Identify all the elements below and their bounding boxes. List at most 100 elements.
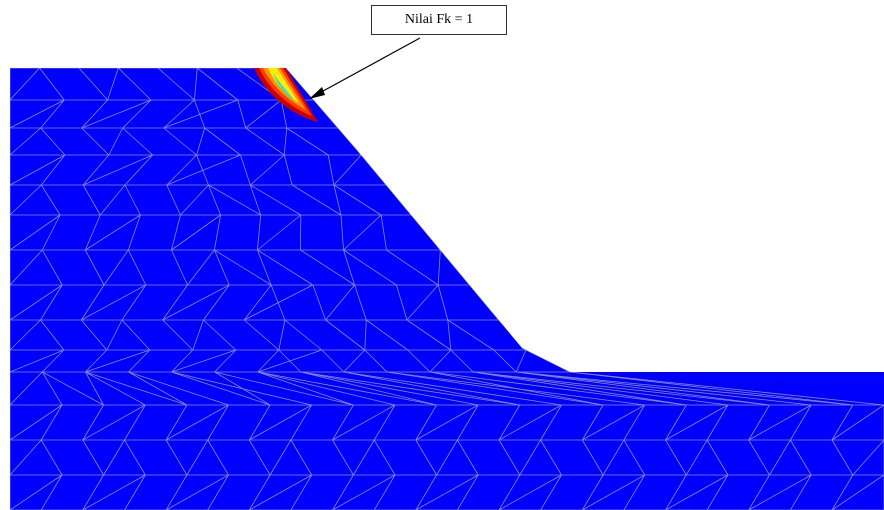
mesh-edge	[493, 349, 517, 373]
mesh-edge	[333, 184, 382, 216]
mesh-edge	[248, 439, 271, 476]
mesh-edge	[208, 184, 261, 216]
mesh-edge	[406, 284, 439, 321]
mesh-edge	[473, 371, 728, 406]
mesh-edge	[85, 371, 188, 406]
mesh-edge	[243, 284, 272, 321]
mesh-edge	[10, 404, 63, 441]
mesh-edge	[473, 371, 687, 406]
mesh-edge	[124, 404, 146, 441]
mesh-edge	[40, 439, 63, 476]
mesh-edge	[203, 284, 230, 321]
mesh-edge	[162, 284, 230, 321]
mesh-edge	[498, 439, 521, 476]
mesh-edge	[278, 319, 286, 351]
mesh-edge	[194, 99, 206, 129]
mesh-edge	[214, 249, 272, 286]
mesh-edge	[278, 349, 302, 373]
mesh-edge	[285, 68, 315, 101]
mesh-edge	[831, 474, 884, 510]
mesh-edge	[203, 319, 237, 351]
mesh-edge	[85, 349, 108, 373]
mesh-edge	[171, 214, 181, 251]
mesh-edge	[270, 284, 286, 321]
mesh-edge	[257, 249, 272, 286]
mesh-edge	[40, 404, 63, 441]
mesh-edge	[40, 127, 66, 156]
mesh-edge	[831, 404, 854, 441]
mesh-edge	[40, 154, 66, 186]
mesh-edge	[250, 154, 285, 186]
mesh-edge	[10, 154, 66, 186]
mesh-edge	[257, 371, 396, 406]
mesh-edge	[407, 349, 431, 373]
mesh-edge	[121, 319, 151, 351]
mesh-edge	[157, 68, 195, 101]
failure-zone	[254, 68, 318, 122]
mesh-edge	[257, 249, 314, 286]
mesh-edge	[665, 404, 687, 441]
mesh-edge	[10, 349, 64, 373]
mesh-edge	[10, 371, 43, 406]
mesh-edge	[284, 319, 323, 351]
mesh-edge	[581, 474, 604, 510]
mesh-edge	[325, 319, 366, 351]
mesh-edge	[436, 439, 458, 476]
mesh-edge	[516, 371, 770, 406]
mesh-edge	[325, 284, 355, 321]
mesh-edge	[373, 439, 396, 476]
mesh-edge	[214, 249, 230, 286]
mesh-edge	[249, 184, 262, 216]
mesh-edge	[581, 404, 604, 441]
mesh-edge	[706, 404, 729, 441]
mesh-edge	[581, 439, 604, 476]
mesh-edge	[165, 404, 188, 441]
mesh-edge	[386, 249, 439, 286]
mesh-edge	[343, 249, 355, 286]
mesh-edge	[171, 349, 194, 373]
mesh-edge	[257, 214, 302, 251]
mesh-edge	[40, 474, 63, 510]
mesh-edge	[128, 349, 151, 373]
mesh-edge	[197, 68, 239, 101]
mesh-edge	[85, 349, 150, 373]
mesh-edge	[107, 68, 119, 101]
mesh-edge	[187, 249, 215, 286]
mesh-edge	[10, 249, 43, 286]
mesh-edge	[124, 474, 146, 510]
mesh-edge	[343, 214, 382, 251]
mesh-edge	[196, 127, 206, 156]
mesh-edge	[82, 439, 104, 476]
mesh-edge	[769, 439, 791, 476]
mesh-edge	[40, 99, 65, 129]
mesh-edge	[257, 371, 437, 406]
mesh-edge	[748, 474, 770, 510]
mesh-edge	[406, 319, 452, 351]
mesh-edge	[171, 349, 236, 373]
mesh-edge	[415, 404, 479, 441]
mesh-edge	[84, 249, 105, 286]
mesh-edge	[41, 214, 61, 251]
mesh-edge	[457, 404, 479, 441]
mesh-edge	[103, 439, 125, 476]
callout-label-text: Nilai Fk = 1	[404, 12, 474, 27]
mesh-edge	[498, 474, 562, 510]
mesh-edge	[194, 68, 198, 101]
mesh-edge	[122, 127, 153, 156]
mesh-edge	[283, 127, 288, 156]
mesh-edge	[207, 439, 229, 476]
mesh-edge	[540, 439, 562, 476]
mesh-edge	[515, 349, 527, 373]
mesh-edge	[498, 404, 562, 441]
mesh-edge	[82, 474, 104, 510]
mesh-edge	[80, 284, 105, 321]
soil-body	[10, 68, 884, 510]
mesh-edge	[450, 349, 474, 373]
mesh-edge	[364, 319, 367, 351]
mesh-edge	[852, 439, 884, 476]
mesh-edge	[40, 319, 65, 351]
mesh-edge	[332, 439, 354, 476]
mesh-edge	[582, 474, 645, 510]
mesh-edge	[192, 319, 204, 351]
mesh-edge	[99, 184, 126, 216]
